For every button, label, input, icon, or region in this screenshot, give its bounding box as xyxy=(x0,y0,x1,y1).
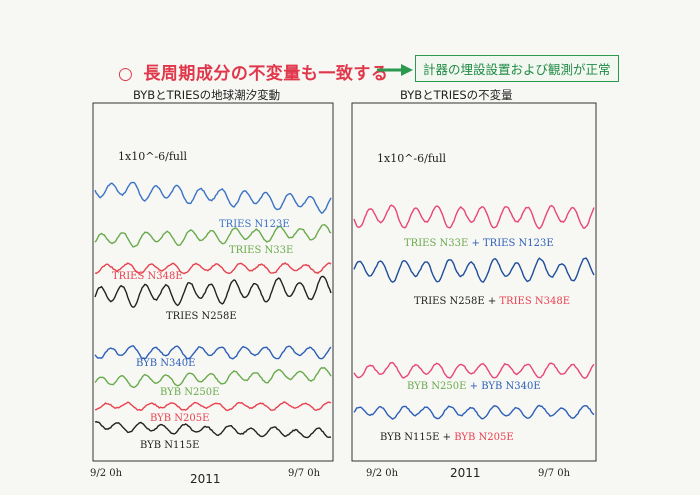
series-label-byb-n115e: BYB N115E xyxy=(140,440,200,451)
right-year-label: 2011 xyxy=(450,466,481,480)
right-xtick-start: 9/2 0h xyxy=(366,468,399,479)
series-line-invariant-3 xyxy=(353,361,595,379)
series-line-invariant-1 xyxy=(353,204,595,230)
plus-sign: + xyxy=(442,432,455,443)
series-label-tries-n258e: TRIES N258E xyxy=(166,311,237,322)
left-xtick-end: 9/7 0h xyxy=(288,468,321,479)
right-panel-title: BYBとTRIESの不変量 xyxy=(400,88,513,102)
series-line-byb-n250e xyxy=(94,366,332,388)
label-part-a: TRIES N33E xyxy=(404,238,469,249)
series-label-tries-n33e: TRIES N33E xyxy=(229,245,294,256)
headline-text: 長周期成分の不変量も一致する xyxy=(143,64,389,84)
series-line-tries-n33e xyxy=(94,223,332,248)
label-part-a: TRIES N258E xyxy=(414,296,485,307)
series-label-tries-n33e-plus-n123e: TRIES N33E + TRIES N123E xyxy=(404,238,554,249)
left-panel-title: BYBとTRIESの地球潮汐変動 xyxy=(133,88,281,102)
series-line-byb-n340e xyxy=(94,345,332,360)
series-label-byb-n250e: BYB N250E xyxy=(160,387,220,398)
series-label-byb-n340e: BYB N340E xyxy=(136,358,196,369)
series-line-byb-n205e xyxy=(95,401,332,412)
conclusion-box: 計器の埋設設置および観測が正常 xyxy=(415,55,619,82)
series-label-byb-n205e: BYB N205E xyxy=(150,413,210,424)
right-arrow-icon xyxy=(377,64,413,76)
series-label-byb-n115e-plus-n205e: BYB N115E + BYB N205E xyxy=(380,432,514,443)
left-year-label: 2011 xyxy=(190,472,221,486)
right-xtick-end: 9/7 0h xyxy=(538,468,571,479)
label-part-b: TRIES N348E xyxy=(499,296,570,307)
label-part-b: TRIES N123E xyxy=(483,238,554,249)
series-label-tries-n348e: TRIES N348E xyxy=(112,271,183,282)
plus-sign: + xyxy=(469,381,482,392)
left-panel-frame xyxy=(92,102,334,462)
label-part-a: BYB N250E xyxy=(407,381,467,392)
series-line-invariant-2 xyxy=(353,257,595,283)
series-line-tries-n258e xyxy=(94,275,332,308)
label-part-b: BYB N205E xyxy=(454,432,514,443)
series-label-byb-n250e-plus-n340e: BYB N250E + BYB N340E xyxy=(407,381,541,392)
series-line-invariant-4 xyxy=(353,404,595,420)
series-line-byb-n115e xyxy=(94,420,332,439)
right-panel-frame xyxy=(351,102,597,462)
headline-bullet: ○ xyxy=(118,64,134,84)
headline: ○ 長周期成分の不変量も一致する xyxy=(118,59,388,84)
series-line-tries-n123e xyxy=(94,181,332,215)
left-scale-label: 1x10^-6/full xyxy=(118,150,188,163)
left-xtick-start: 9/2 0h xyxy=(90,468,123,479)
series-label-tries-n123e: TRIES N123E xyxy=(219,219,290,230)
series-line-tries-n348e xyxy=(94,261,332,275)
plus-sign: + xyxy=(487,296,500,307)
label-part-b: BYB N340E xyxy=(481,381,541,392)
right-chart-group xyxy=(353,204,595,420)
left-chart-group xyxy=(94,181,332,439)
series-label-tries-n258e-plus-n348e: TRIES N258E + TRIES N348E xyxy=(414,296,570,307)
label-part-a: BYB N115E xyxy=(380,432,440,443)
plus-sign: + xyxy=(471,238,484,249)
right-scale-label: 1x10^-6/full xyxy=(377,152,447,165)
